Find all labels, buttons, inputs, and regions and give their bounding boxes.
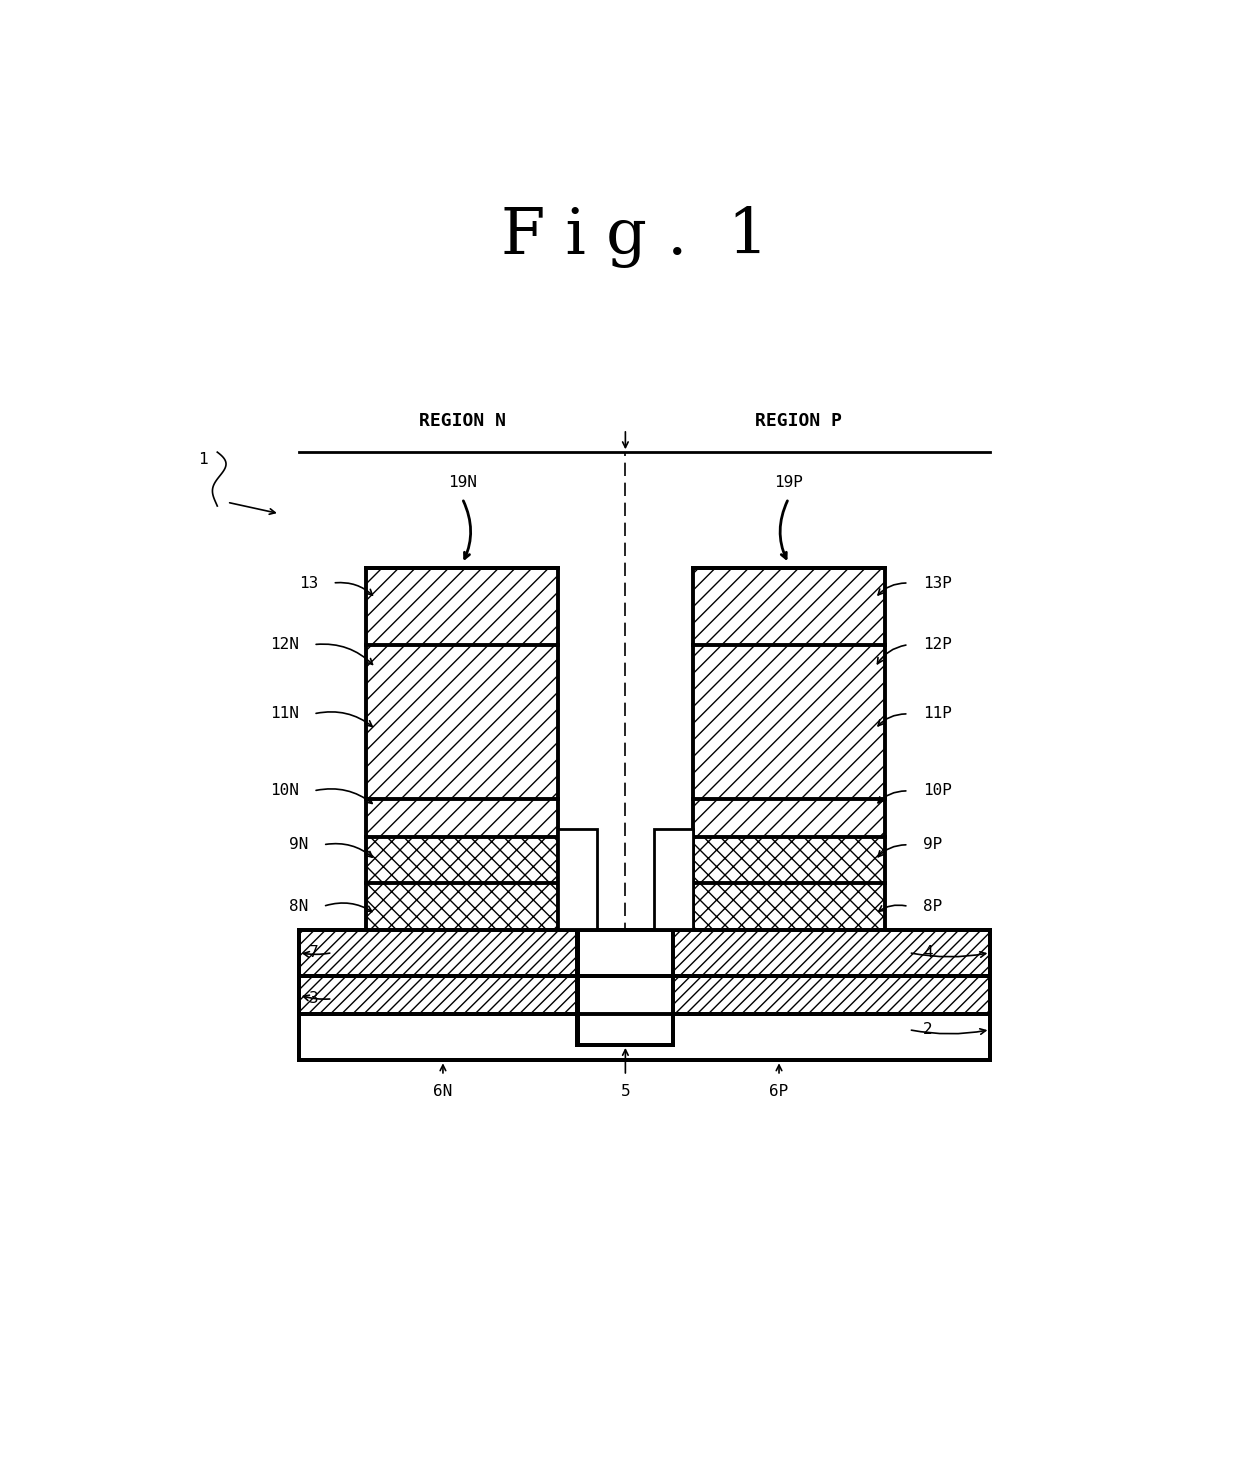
Text: 15: 15 [673,868,693,883]
Text: REGION N: REGION N [419,412,506,430]
Text: 15: 15 [558,868,577,883]
Bar [367,799,558,837]
Text: 12P: 12P [923,637,952,653]
Bar [577,929,674,1046]
Text: 2: 2 [923,1022,933,1037]
Bar [693,799,885,837]
Bar [580,929,670,1043]
Bar [693,837,885,929]
Bar [577,929,674,1046]
Text: 8P: 8P [923,899,943,914]
Text: 6P: 6P [769,1084,789,1099]
Text: 1: 1 [198,452,208,467]
Bar [299,976,990,1015]
Text: 13P: 13P [923,576,952,591]
Text: 19P: 19P [774,476,803,490]
Text: 10P: 10P [923,783,952,799]
Bar [577,929,674,1046]
Text: 9P: 9P [923,837,943,852]
Bar [299,929,990,976]
Text: 7: 7 [309,945,318,960]
Text: 8N: 8N [289,899,309,914]
Text: 13: 13 [299,576,318,591]
Bar [299,1015,990,1060]
Bar [367,837,558,929]
Bar [654,830,693,929]
Text: 9N: 9N [289,837,309,852]
Text: 11P: 11P [923,706,952,721]
Bar [367,567,558,929]
Bar [693,567,885,799]
Text: 6N: 6N [434,1084,452,1099]
Text: 12N: 12N [270,637,299,653]
Bar [559,830,597,929]
Text: F i g .  1: F i g . 1 [502,205,768,267]
Bar [693,567,885,929]
Text: 3: 3 [309,991,318,1006]
Text: 11N: 11N [270,706,299,721]
Text: 5: 5 [621,1084,631,1099]
Text: 4: 4 [923,945,933,960]
Text: 19N: 19N [447,476,477,490]
Text: 10N: 10N [270,783,299,799]
Bar [367,567,558,799]
Bar [577,929,674,1046]
Text: REGION P: REGION P [755,412,841,430]
